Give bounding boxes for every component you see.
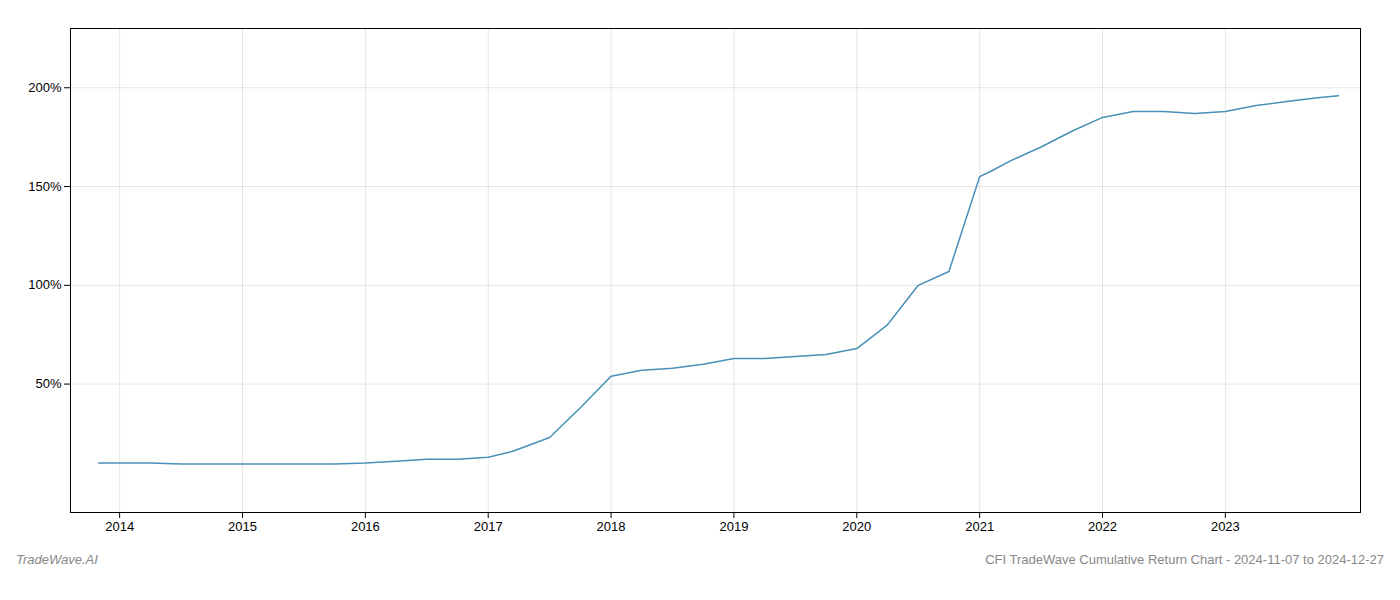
svg-text:100%: 100% bbox=[28, 277, 62, 292]
svg-text:2017: 2017 bbox=[474, 519, 503, 534]
svg-text:2016: 2016 bbox=[351, 519, 380, 534]
svg-text:50%: 50% bbox=[35, 376, 61, 391]
svg-text:2022: 2022 bbox=[1088, 519, 1117, 534]
html-text:CFI TradeWave Cumulative Retur: CFI TradeWave Cumulative Return Chart - … bbox=[985, 552, 1384, 567]
svg-text:200%: 200% bbox=[28, 80, 62, 95]
svg-text:150%: 150% bbox=[28, 179, 62, 194]
svg-text:2023: 2023 bbox=[1211, 519, 1240, 534]
svg-text:2014: 2014 bbox=[105, 519, 134, 534]
html-text:TradeWave.AI: TradeWave.AI bbox=[16, 552, 98, 567]
svg-text:2020: 2020 bbox=[842, 519, 871, 534]
svg-text:2019: 2019 bbox=[719, 519, 748, 534]
svg-text:2021: 2021 bbox=[965, 519, 994, 534]
svg-text:2015: 2015 bbox=[228, 519, 257, 534]
svg-text:2018: 2018 bbox=[597, 519, 626, 534]
